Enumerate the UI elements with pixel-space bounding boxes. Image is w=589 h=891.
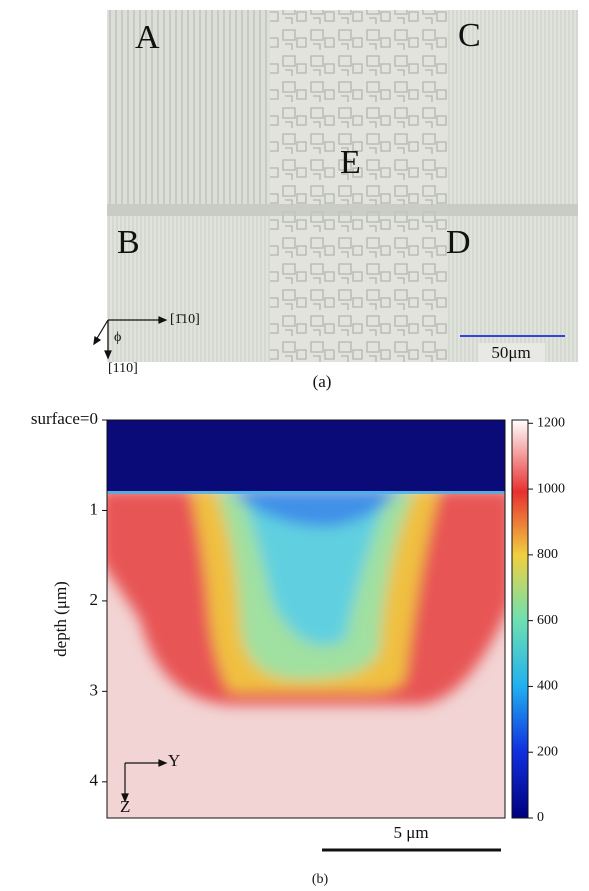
scale-bar-label: 50μm [491,343,530,362]
y-tick-label: 3 [90,680,99,699]
axis-name: Z [120,797,130,816]
y-tick-label: 4 [90,771,99,790]
region-label: D [446,224,471,261]
caption: (b) [312,872,329,887]
axes-arrows [121,759,168,803]
direction-label: [1̄10] [170,312,200,327]
region-label: A [135,19,160,56]
heatmap [107,420,505,818]
direction-label: [110] [108,361,138,376]
y-tick-label: 2 [90,590,99,609]
plot-frame [106,419,506,819]
region-label: B [117,224,140,261]
y-axis-label: depth (μm) [51,581,70,657]
caption: (a) [313,372,332,391]
axis-name: Y [168,751,180,770]
y-tick-label: surface=0 [31,409,98,428]
y-tick-label: 1 [90,499,99,518]
orientation-axes [93,316,168,360]
colorbar-tick-label: 400 [537,679,558,694]
colorbar-tick-label: 0 [537,810,544,825]
colorbar-tick-label: 1000 [537,481,565,496]
micrograph [107,10,578,362]
colorbar-tick-label: 1200 [537,416,565,431]
scale-bar-label: 5 μm [393,823,428,842]
colorbar-tick-label: 600 [537,613,558,628]
colorbar [511,419,529,819]
angle-label: ϕ [114,330,121,345]
region-label: C [458,17,481,54]
region-label: E [340,144,361,181]
colorbar-tick-label: 800 [537,547,558,562]
colorbar-tick-label: 200 [537,744,558,759]
